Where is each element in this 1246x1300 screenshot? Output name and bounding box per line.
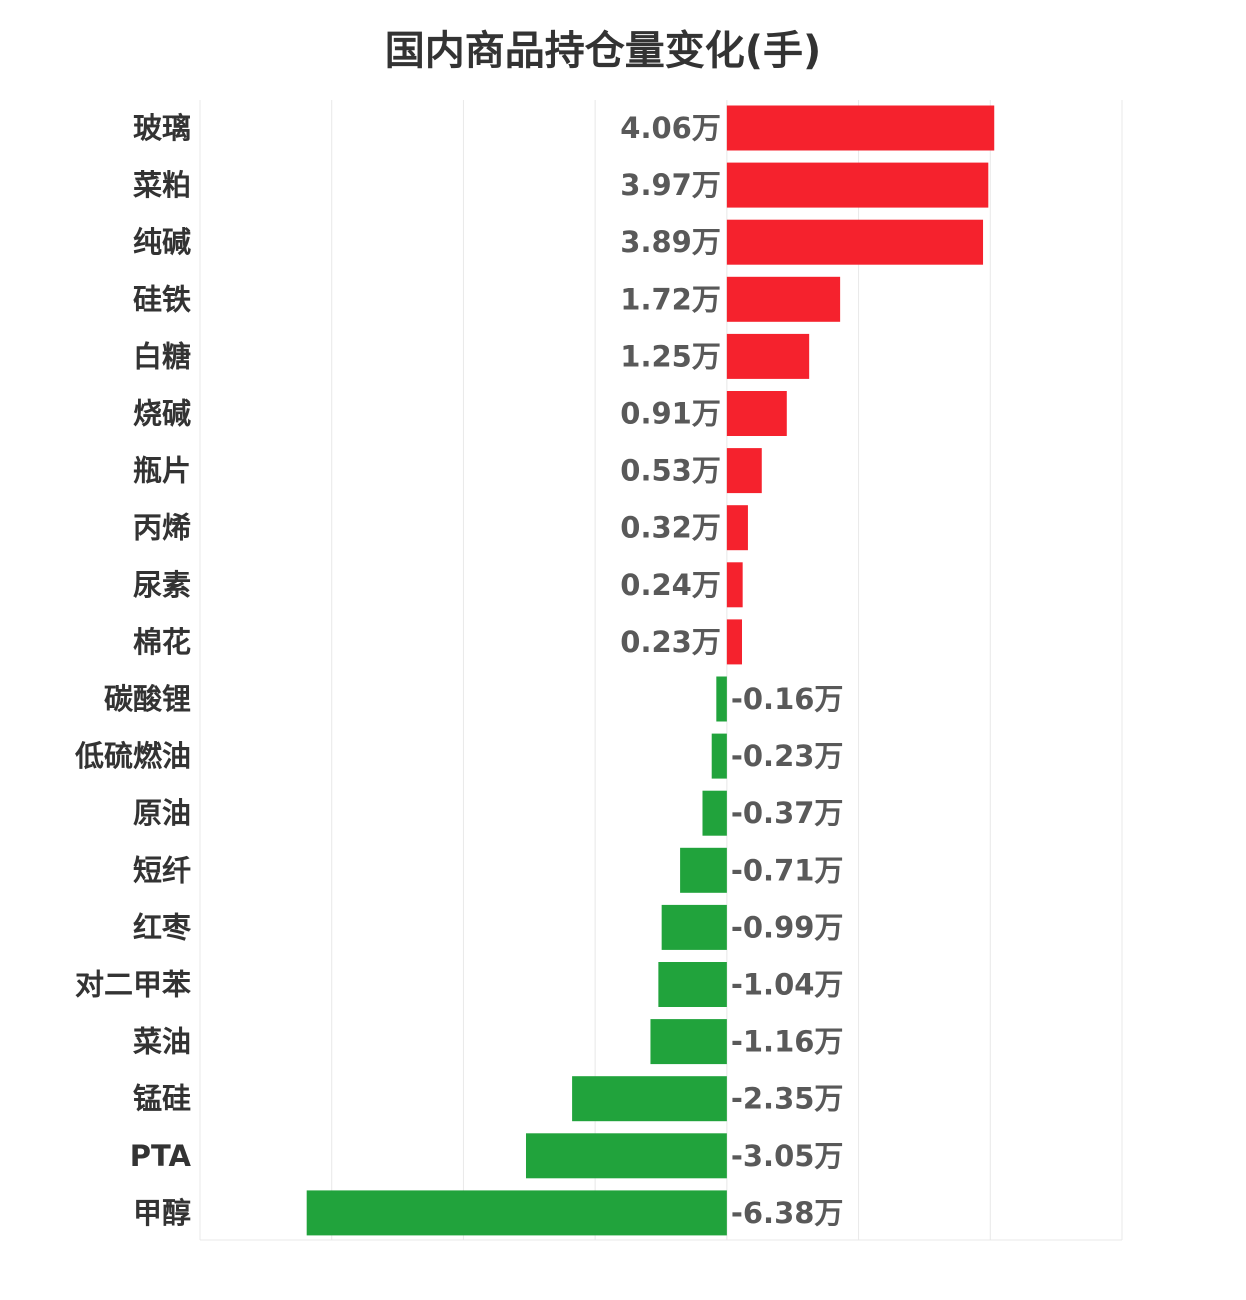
value-label-17: -2.35万 bbox=[731, 1082, 844, 1116]
category-label-4: 白糖 bbox=[133, 339, 191, 373]
value-label-18: -3.05万 bbox=[731, 1139, 844, 1173]
bar-5 bbox=[726, 391, 787, 436]
bar-15 bbox=[658, 962, 727, 1007]
category-labels: 玻璃菜粕纯碱硅铁白糖烧碱瓶片丙烯尿素棉花碳酸锂低硫燃油原油短纤红枣对二甲苯菜油锰… bbox=[74, 111, 192, 1230]
value-label-8: 0.24万 bbox=[620, 568, 721, 602]
value-label-15: -1.04万 bbox=[731, 968, 844, 1002]
bar-12 bbox=[702, 790, 727, 836]
value-label-11: -0.23万 bbox=[731, 739, 844, 773]
category-label-5: 烧碱 bbox=[133, 397, 191, 431]
bar-0 bbox=[726, 105, 995, 151]
category-label-10: 碳酸锂 bbox=[104, 682, 191, 716]
bar-8 bbox=[726, 562, 743, 608]
value-label-9: 0.23万 bbox=[620, 625, 721, 659]
category-label-3: 硅铁 bbox=[133, 282, 191, 316]
category-label-14: 红枣 bbox=[133, 910, 192, 944]
bar-11 bbox=[711, 733, 727, 779]
category-label-9: 棉花 bbox=[133, 625, 191, 659]
category-label-2: 纯碱 bbox=[133, 225, 191, 259]
bar-10 bbox=[716, 676, 727, 722]
value-label-3: 1.72万 bbox=[620, 282, 721, 316]
value-label-16: -1.16万 bbox=[731, 1025, 844, 1059]
bar-14 bbox=[661, 904, 727, 950]
category-label-15: 对二甲苯 bbox=[75, 968, 191, 1002]
category-label-1: 菜粕 bbox=[133, 168, 191, 202]
value-label-7: 0.32万 bbox=[620, 511, 721, 545]
bar-4 bbox=[726, 333, 810, 379]
category-label-0: 玻璃 bbox=[133, 111, 191, 145]
chart-title: 国内商品持仓量变化(手) bbox=[384, 28, 822, 74]
bar-3 bbox=[726, 276, 841, 322]
bar-6 bbox=[726, 448, 762, 494]
value-label-10: -0.16万 bbox=[731, 682, 844, 716]
value-labels: 4.06万 3.97万 3.89万 1.72万 1.25万 0.91万 0.53万 0.32万… bbox=[620, 111, 843, 1230]
category-label-18: PTA bbox=[130, 1139, 192, 1173]
category-label-13: 短纤 bbox=[133, 853, 191, 887]
category-label-19: 甲醇 bbox=[133, 1196, 191, 1230]
bars bbox=[306, 105, 995, 1236]
value-label-12: -0.37万 bbox=[731, 796, 844, 830]
category-label-7: 丙烯 bbox=[133, 511, 191, 545]
bar-17 bbox=[572, 1076, 727, 1122]
value-label-13: -0.71万 bbox=[731, 853, 844, 887]
value-label-14: -0.99万 bbox=[731, 910, 844, 944]
category-label-17: 锰硅 bbox=[133, 1082, 191, 1116]
category-label-11: 低硫燃油 bbox=[74, 739, 191, 773]
bar-2 bbox=[726, 219, 984, 265]
value-label-1: 3.97万 bbox=[620, 168, 721, 202]
bar-7 bbox=[726, 505, 748, 551]
bar-9 bbox=[726, 619, 743, 665]
value-label-5: 0.91万 bbox=[620, 397, 721, 431]
value-label-2: 3.89万 bbox=[620, 225, 721, 259]
value-label-0: 4.06万 bbox=[620, 111, 721, 145]
category-label-12: 原油 bbox=[133, 796, 191, 830]
value-label-4: 1.25万 bbox=[620, 339, 721, 373]
bar-13 bbox=[680, 847, 727, 893]
category-label-6: 瓶片 bbox=[133, 454, 191, 488]
bar-18 bbox=[525, 1133, 727, 1179]
value-label-6: 0.53万 bbox=[620, 454, 721, 488]
bar-1 bbox=[726, 162, 989, 208]
category-label-16: 菜油 bbox=[133, 1025, 191, 1059]
category-label-8: 尿素 bbox=[133, 568, 191, 602]
bar-16 bbox=[650, 1019, 727, 1065]
value-label-19: -6.38万 bbox=[731, 1196, 844, 1230]
bar-19 bbox=[306, 1190, 727, 1236]
gridlines bbox=[199, 100, 1123, 1241]
